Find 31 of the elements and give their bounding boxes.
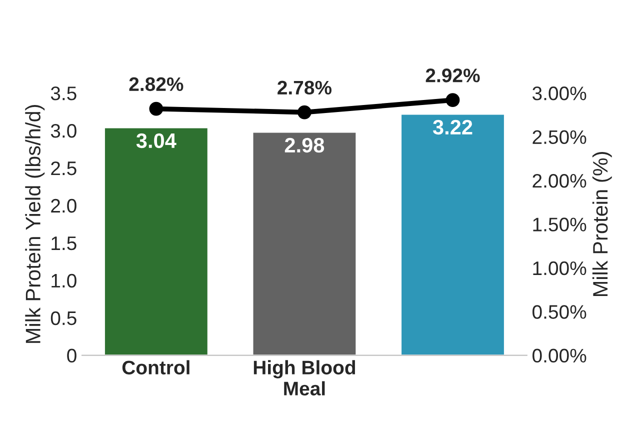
bar xyxy=(400,113,506,356)
y2-tick-label: 2.00% xyxy=(532,174,586,188)
data-label: 2.92% xyxy=(426,68,480,82)
y-tick-label: 3.0 xyxy=(50,124,76,138)
point xyxy=(298,105,312,120)
data-label: 2.98 xyxy=(284,138,324,153)
data-label: 3.04 xyxy=(136,133,176,148)
point xyxy=(446,93,460,107)
y2-tick-label: 3.00% xyxy=(532,86,586,100)
data-label: 2.82% xyxy=(129,77,184,92)
y2-tick-label: 0.00% xyxy=(532,348,586,363)
point xyxy=(149,102,164,116)
y-tick-label: 0.5 xyxy=(50,311,76,326)
y-axis-title: Milk Protein Yield (lbs/h/d) xyxy=(25,105,45,343)
y-tick-label: 2.5 xyxy=(51,161,76,176)
y2-tick-label: 0.50% xyxy=(532,305,586,319)
bar xyxy=(252,131,358,356)
y-tick-label: 1.5 xyxy=(52,236,76,250)
y2-axis-title: Milk Protein (%) xyxy=(592,152,612,296)
y-tick-label: 1.0 xyxy=(52,274,76,288)
x-tick-label: Control xyxy=(122,360,190,374)
x-tick-label: High Blood Meal xyxy=(254,360,356,396)
bar xyxy=(104,126,209,356)
y2-tick-label: 1.00% xyxy=(533,261,586,276)
y2-tick-label: 1.50% xyxy=(533,218,586,232)
y-tick-label: 2.0 xyxy=(51,198,76,213)
y2-tick-label: 2.50% xyxy=(532,130,586,144)
data-label: 3.22 xyxy=(432,120,472,135)
data-label: 2.78% xyxy=(278,80,332,95)
y-tick-label: 3.5 xyxy=(50,86,76,100)
y-tick-label: 0 xyxy=(67,348,76,363)
